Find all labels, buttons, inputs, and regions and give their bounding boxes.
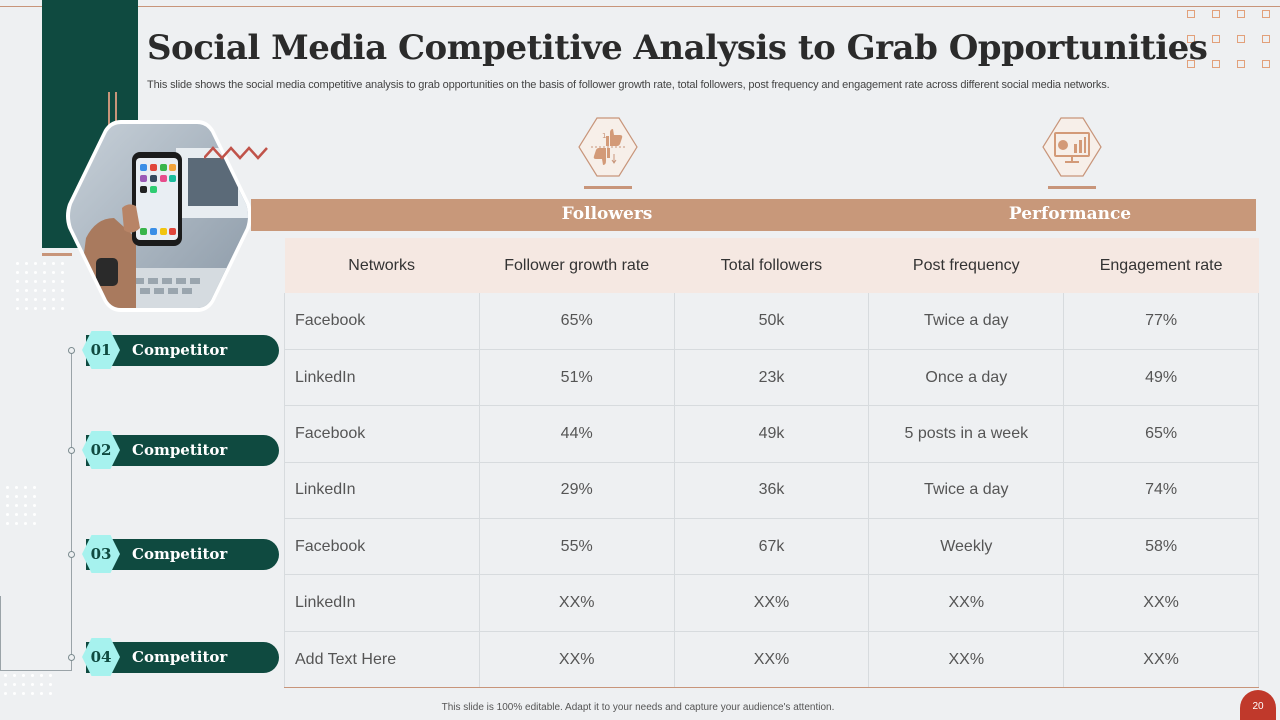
cell-engagement-rate: 77% (1063, 293, 1259, 350)
cell-network: LinkedIn (284, 574, 480, 632)
accent-underline (42, 253, 72, 256)
cell-engagement-rate: XX% (1063, 631, 1259, 689)
zigzag-decoration (204, 146, 268, 160)
performance-group-label: Performance (1008, 204, 1132, 224)
thumbs-up-down-icon: 1 (578, 117, 638, 177)
timeline-bottom-line (0, 670, 72, 671)
competitive-analysis-table: Networks Follower growth rate Total foll… (284, 238, 1259, 689)
decorative-dots-middle (6, 486, 36, 525)
table-row: LinkedIn XX% XX% XX% XX% (284, 574, 1259, 632)
cell-growth-rate: 44% (478, 405, 675, 463)
cell-network: Add Text Here (284, 631, 480, 689)
competitor-03: 03 Competitor (68, 535, 280, 573)
header-networks: Networks (284, 238, 480, 293)
cell-total-followers: XX% (673, 574, 870, 632)
presentation-chart-icon (1042, 117, 1102, 177)
header-post-frequency: Post frequency (868, 238, 1065, 293)
page-subtitle: This slide shows the social media compet… (147, 79, 1110, 91)
cell-network: Facebook (284, 293, 480, 350)
cell-total-followers: 36k (673, 462, 870, 520)
cell-engagement-rate: 74% (1063, 462, 1259, 520)
performance-icon-underline (1048, 186, 1096, 189)
cell-total-followers: 67k (673, 518, 870, 576)
page-title: Social Media Competitive Analysis to Gra… (147, 28, 1208, 68)
cell-post-frequency: XX% (868, 574, 1065, 632)
page-number-badge: 20 (1240, 690, 1276, 720)
cell-engagement-rate: 49% (1063, 349, 1259, 407)
cell-growth-rate: 55% (478, 518, 675, 576)
timeline-node (68, 551, 75, 558)
competitor-label: Competitor (132, 648, 228, 666)
competitor-number: 02 (82, 431, 120, 469)
cell-engagement-rate: XX% (1063, 574, 1259, 632)
table-row: Add Text Here XX% XX% XX% XX% (284, 631, 1259, 689)
footer-note: This slide is 100% editable. Adapt it to… (441, 702, 835, 713)
cell-post-frequency: XX% (868, 631, 1065, 689)
cell-post-frequency: 5 posts in a week (868, 405, 1065, 463)
competitor-04: 04 Competitor (68, 638, 280, 676)
competitor-02: 02 Competitor (68, 431, 280, 469)
header-total-followers: Total followers (674, 238, 870, 293)
cell-growth-rate: 29% (478, 462, 675, 520)
svg-text:1: 1 (602, 132, 606, 140)
timeline-node (68, 347, 75, 354)
decorative-square-grid (1187, 10, 1270, 68)
cell-post-frequency: Once a day (868, 349, 1065, 407)
header-engagement-rate: Engagement rate (1063, 238, 1259, 293)
competitor-label: Competitor (132, 341, 228, 359)
cell-growth-rate: XX% (478, 631, 675, 689)
top-rule-left (0, 6, 42, 7)
timeline-node (68, 447, 75, 454)
table-row: Facebook 44% 49k 5 posts in a week 65% (284, 405, 1259, 463)
competitor-label: Competitor (132, 441, 228, 459)
table-row: LinkedIn 29% 36k Twice a day 74% (284, 462, 1259, 520)
phone-photo (66, 120, 252, 312)
table-row: Facebook 55% 67k Weekly 58% (284, 518, 1259, 576)
table-row: Facebook 65% 50k Twice a day 77% (284, 293, 1259, 350)
cell-engagement-rate: 65% (1063, 405, 1259, 463)
cell-total-followers: 49k (673, 405, 870, 463)
cell-total-followers: XX% (673, 631, 870, 689)
cell-total-followers: 50k (673, 293, 870, 350)
cell-network: Facebook (284, 518, 480, 576)
cell-post-frequency: Twice a day (868, 462, 1065, 520)
top-rule (138, 6, 1280, 7)
competitor-label: Competitor (132, 545, 228, 563)
cell-growth-rate: 51% (478, 349, 675, 407)
followers-icon-underline (584, 186, 632, 189)
cell-growth-rate: XX% (478, 574, 675, 632)
cell-network: LinkedIn (284, 462, 480, 520)
cell-network: Facebook (284, 405, 480, 463)
table-header-row: Networks Follower growth rate Total foll… (284, 238, 1259, 293)
table-row: LinkedIn 51% 23k Once a day 49% (284, 349, 1259, 407)
cell-growth-rate: 65% (478, 293, 675, 350)
competitor-number: 01 (82, 331, 120, 369)
decorative-dots-bottom (4, 674, 52, 695)
group-header-band (251, 199, 1256, 231)
header-follower-growth-rate: Follower growth rate (479, 238, 675, 293)
cell-total-followers: 23k (673, 349, 870, 407)
cell-network: LinkedIn (284, 349, 480, 407)
timeline-left-line (0, 596, 1, 670)
timeline-line (71, 352, 72, 670)
competitor-01: 01 Competitor (68, 331, 280, 369)
cell-engagement-rate: 58% (1063, 518, 1259, 576)
timeline-node (68, 654, 75, 661)
cell-post-frequency: Weekly (868, 518, 1065, 576)
cell-post-frequency: Twice a day (868, 293, 1065, 350)
followers-group-label: Followers (561, 204, 653, 224)
decorative-dots-top (16, 262, 64, 310)
